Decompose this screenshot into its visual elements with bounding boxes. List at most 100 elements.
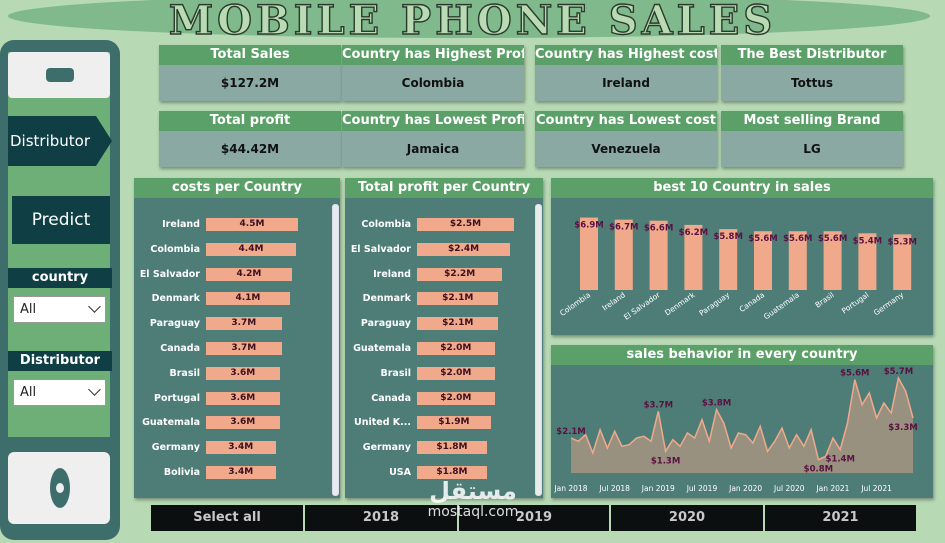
- country-slicer-value: All: [20, 302, 37, 317]
- data-label: $0.8M: [804, 465, 833, 475]
- bar[interactable]: $2.0M: [417, 342, 495, 355]
- bar: [719, 229, 738, 290]
- bar[interactable]: $2.0M: [417, 366, 495, 380]
- bar-category-label: Canada: [160, 343, 200, 354]
- country-slicer-label: country: [8, 268, 112, 288]
- bar[interactable]: 3.4M: [206, 466, 276, 479]
- bar-category-label: Denmark: [151, 293, 200, 305]
- year-button-2020[interactable]: 2020: [611, 505, 763, 531]
- costs-bar-area: Ireland 4.5M Colombia 4.4M El Salvador 4.2M De…: [134, 198, 340, 498]
- bar[interactable]: $1.9M: [417, 416, 491, 430]
- bar-category-label: Brasil: [169, 367, 200, 379]
- title-banner: [8, 0, 930, 38]
- bar-value-label: $5.6M: [783, 234, 812, 244]
- card-label: Total Sales: [159, 45, 341, 65]
- page-title: MOBILE PHONE SALES: [168, 0, 777, 45]
- year-button-2018[interactable]: 2018: [305, 505, 457, 531]
- bar-value-label: $6.6M: [644, 224, 673, 234]
- x-tick-label: Germany: [872, 290, 906, 317]
- home-button-dot: [56, 483, 64, 493]
- bar-value-label: $5.4M: [853, 236, 882, 246]
- bar[interactable]: $2.4M: [417, 242, 511, 256]
- distributor-slicer-label: Distributor: [8, 351, 112, 371]
- card-label: Total profit: [159, 111, 341, 131]
- x-tick-label: Jan 2021: [815, 484, 849, 493]
- chart-title: costs per Country: [134, 178, 340, 198]
- bar: [754, 231, 772, 290]
- x-tick-label: Portugal: [840, 290, 871, 315]
- x-tick-label: Jul 2018: [598, 484, 630, 493]
- bar[interactable]: 3.7M: [206, 342, 282, 355]
- bar[interactable]: 3.4M: [206, 441, 276, 455]
- x-tick-label: Denmark: [663, 290, 697, 318]
- bar[interactable]: 4.1M: [206, 292, 290, 306]
- card-value: Colombia: [401, 76, 465, 90]
- bar: [788, 231, 807, 290]
- bar[interactable]: $1.8M: [417, 441, 487, 455]
- bar-category-label: El Salvador: [139, 268, 200, 280]
- bar-value-label: $6.7M: [609, 223, 638, 233]
- card-most-selling-brand: Most selling Brand LG: [721, 111, 903, 167]
- watermark: مستقل mostaql.com: [398, 478, 548, 520]
- bar[interactable]: $2.1M: [417, 317, 499, 331]
- chevron-down-icon: [88, 383, 101, 396]
- watermark-arabic: مستقل: [429, 477, 517, 505]
- distributor-slicer-value: All: [20, 385, 37, 400]
- card-label: Country has Highest cost: [535, 45, 717, 65]
- bar[interactable]: $2.0M: [417, 391, 495, 405]
- scrollbar[interactable]: [332, 204, 339, 496]
- nav-predict-button[interactable]: Predict: [12, 196, 110, 244]
- bar[interactable]: 3.6M: [206, 366, 280, 380]
- bar-category-label: Colombia: [150, 243, 200, 255]
- bar[interactable]: 3.6M: [206, 391, 280, 405]
- bar-value-label: $5.6M: [748, 234, 777, 244]
- card-label: The Best Distributor: [721, 45, 903, 65]
- bar-category-label: Ireland: [162, 219, 200, 230]
- card-total-sales: Total Sales $127.2M: [159, 45, 341, 101]
- card-value: Jamaica: [406, 142, 460, 156]
- bar[interactable]: 4.4M: [206, 242, 296, 256]
- bar[interactable]: $1.8M: [417, 466, 487, 479]
- data-label: $3.7M: [644, 400, 673, 410]
- bar[interactable]: $2.5M: [417, 218, 514, 231]
- bar[interactable]: 4.5M: [206, 218, 298, 231]
- bar: [614, 219, 633, 290]
- year-button-2021[interactable]: 2021: [765, 505, 916, 531]
- bar-category-label: Canada: [371, 392, 411, 404]
- bar[interactable]: $2.1M: [417, 292, 499, 306]
- nav-distributor-button[interactable]: Distributor: [8, 116, 96, 166]
- data-label: $5.6M: [840, 369, 869, 379]
- distributor-slicer-dropdown[interactable]: All: [13, 379, 106, 406]
- country-slicer-dropdown[interactable]: All: [13, 296, 106, 323]
- x-tick-label: Paraguay: [698, 290, 732, 318]
- bar[interactable]: 3.6M: [206, 416, 280, 430]
- bar[interactable]: 4.2M: [206, 267, 292, 281]
- nav-arrow-icon: [96, 116, 112, 166]
- x-tick-label: El Salvador: [622, 290, 662, 322]
- bar[interactable]: $2.2M: [417, 267, 503, 281]
- bar-category-label: Denmark: [362, 293, 411, 305]
- bar[interactable]: 3.7M: [206, 317, 282, 331]
- bar-value-label: $5.6M: [818, 234, 847, 244]
- card-value: $44.42M: [220, 142, 280, 156]
- scrollbar[interactable]: [535, 204, 542, 496]
- bar: [858, 233, 877, 290]
- year-button-2019[interactable]: 2019: [459, 505, 609, 531]
- data-label: $3.3M: [888, 423, 917, 433]
- year-button-select-all[interactable]: Select all: [151, 505, 303, 531]
- x-tick-label: Jan 2018: [553, 484, 587, 493]
- bar-category-label: Germany: [362, 442, 411, 454]
- bar-category-label: USA: [389, 467, 411, 478]
- bar-category-label: Paraguay: [360, 318, 411, 330]
- data-label: $3.8M: [702, 399, 731, 409]
- bar: [580, 217, 598, 290]
- profit-bar-area: Colombia $2.5M El Salvador $2.4M Ireland $2.2…: [345, 198, 543, 498]
- card-value: LG: [803, 142, 821, 156]
- bar-value-label: $5.3M: [887, 237, 916, 247]
- bar-value-label: $6.2M: [679, 228, 708, 238]
- x-tick-label: Jul 2019: [686, 484, 718, 493]
- bar-value-label: $6.9M: [574, 221, 603, 231]
- series-line: [570, 375, 914, 461]
- sales-behavior-panel: sales behavior in every country Jan 2018…: [551, 345, 933, 498]
- speaker-icon: [46, 68, 74, 82]
